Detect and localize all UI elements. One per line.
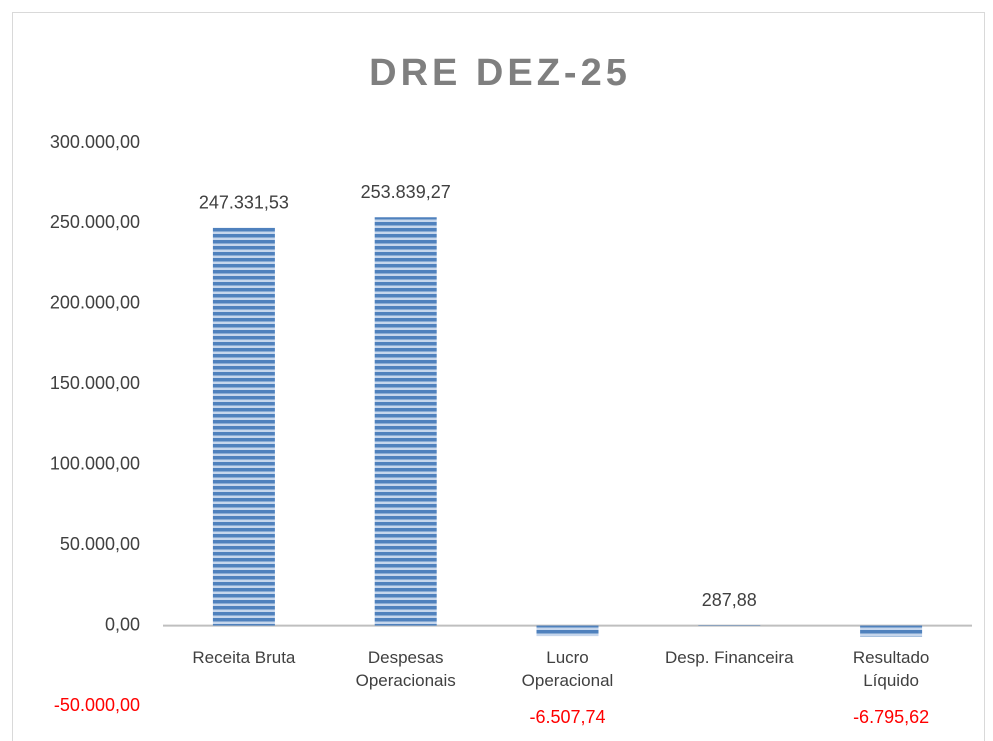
y-tick-label: 300.000,00 — [50, 132, 140, 152]
chart-border — [12, 12, 985, 741]
x-tick-label: Lucro Operacional — [521, 647, 614, 690]
bar — [860, 625, 923, 637]
y-tick-label: 50.000,00 — [60, 534, 140, 554]
data-label: -6.507,74 — [529, 707, 605, 727]
data-label: 287,88 — [702, 590, 757, 610]
data-label: -6.795,62 — [853, 707, 929, 727]
y-tick-label: 100.000,00 — [50, 453, 140, 473]
y-tick-label: -50.000,00 — [54, 695, 140, 715]
x-tick-label: Despesas Operacionais — [355, 647, 456, 690]
y-tick-label: 250.000,00 — [50, 212, 140, 232]
chart-title: DRE DEZ-25 — [369, 52, 631, 94]
x-tick-label: Receita Bruta — [192, 647, 296, 667]
bar — [536, 625, 599, 637]
bar — [374, 217, 437, 626]
y-tick-label: 150.000,00 — [50, 373, 140, 393]
x-tick-label: Desp. Financeira — [665, 647, 794, 667]
data-label: 253.839,27 — [361, 182, 451, 202]
y-tick-label: 0,00 — [105, 614, 140, 634]
y-tick-label: 200.000,00 — [50, 293, 140, 313]
x-tick-label: Resultado Líquido — [852, 647, 930, 690]
data-label: 247.331,53 — [199, 192, 289, 212]
bar — [212, 227, 275, 626]
